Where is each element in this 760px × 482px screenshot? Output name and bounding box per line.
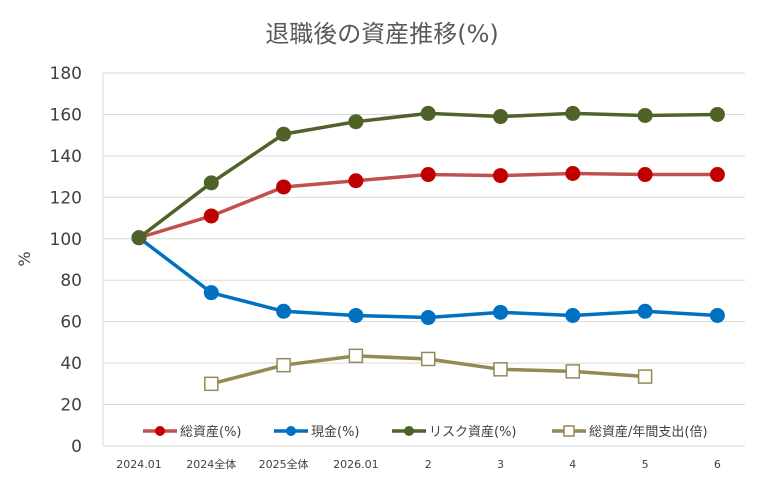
data-point [565, 364, 581, 379]
series-group [131, 105, 725, 392]
x-tick-label: 4 [569, 458, 576, 471]
legend-label: 総資産/年間支出(倍) [589, 424, 708, 440]
data-point [203, 285, 219, 301]
y-tick-label: 0 [71, 437, 82, 457]
data-point [348, 173, 364, 189]
legend-swatch-marker [155, 426, 165, 436]
data-point [203, 175, 219, 191]
data-point [493, 362, 508, 377]
data-point [420, 351, 436, 367]
legend-item: リスク資産(%) [392, 424, 517, 440]
x-tick-label: 2024.01 [116, 458, 162, 471]
y-tick-label: 80 [60, 271, 82, 291]
data-point [493, 168, 508, 184]
series-line [137, 171, 720, 240]
data-point [637, 303, 653, 319]
legend-item: 総資産(%) [143, 424, 242, 440]
series-2 [131, 230, 725, 326]
y-tick-label: 40 [60, 354, 82, 374]
gridlines [102, 72, 745, 447]
data-point [493, 109, 508, 125]
data-point [276, 303, 292, 319]
x-tick-label: 2 [425, 458, 432, 471]
legend-label: リスク資産(%) [429, 424, 517, 440]
data-point [203, 208, 219, 224]
y-tick-label: 60 [60, 313, 82, 333]
legend-swatch-marker [563, 425, 575, 437]
y-axis-label: % [15, 251, 34, 266]
y-tick-label: 180 [50, 64, 82, 84]
data-point [276, 126, 292, 142]
x-axis-ticks: 2024.01 2024全体 2025全体 2026.01 2 3 4 5 6 [116, 457, 721, 471]
data-point [493, 304, 508, 320]
data-point [348, 307, 364, 323]
legend-swatch-marker [286, 426, 296, 436]
data-point [204, 376, 219, 392]
legend-label: 現金(%) [311, 424, 360, 440]
x-tick-label: 2025全体 [259, 457, 309, 471]
data-point [637, 167, 653, 183]
x-tick-label: 2024全体 [186, 457, 236, 471]
data-point [565, 307, 581, 323]
data-point [637, 107, 653, 123]
data-point [420, 310, 436, 326]
series-4 [204, 348, 653, 392]
data-point [276, 357, 291, 373]
data-point [709, 167, 725, 183]
y-tick-label: 160 [50, 105, 82, 125]
y-axis-ticks: 0 20 40 60 80 100 120 140 160 180 [50, 64, 82, 457]
x-tick-label: 6 [714, 458, 721, 471]
legend-label: 総資産(%) [180, 424, 242, 440]
x-tick-label: 3 [497, 458, 504, 471]
y-tick-label: 120 [50, 188, 82, 208]
data-point [348, 114, 364, 130]
y-tick-label: 20 [60, 396, 82, 416]
series-line [137, 235, 720, 320]
data-point [420, 167, 436, 183]
legend: 総資産(%) 現金(%) リスク資産(%) 総資産/年間支出(倍) [143, 424, 708, 440]
legend-item: 現金(%) [274, 424, 360, 440]
series-3 [131, 105, 725, 246]
data-point [131, 230, 147, 246]
y-tick-label: 100 [50, 230, 82, 250]
data-point [348, 348, 364, 364]
data-point [565, 105, 581, 121]
x-tick-label: 5 [642, 458, 649, 471]
data-point [276, 179, 292, 195]
data-point [637, 369, 653, 384]
chart-title: 退職後の資産推移(%) [265, 20, 499, 48]
legend-swatch-marker [404, 426, 414, 436]
legend-item: 総資産/年間支出(倍) [552, 424, 708, 440]
data-point [709, 106, 725, 122]
x-tick-label: 2026.01 [333, 458, 379, 471]
data-point [709, 307, 725, 323]
data-point [420, 105, 436, 121]
data-point [565, 166, 581, 182]
y-tick-label: 140 [50, 147, 82, 167]
